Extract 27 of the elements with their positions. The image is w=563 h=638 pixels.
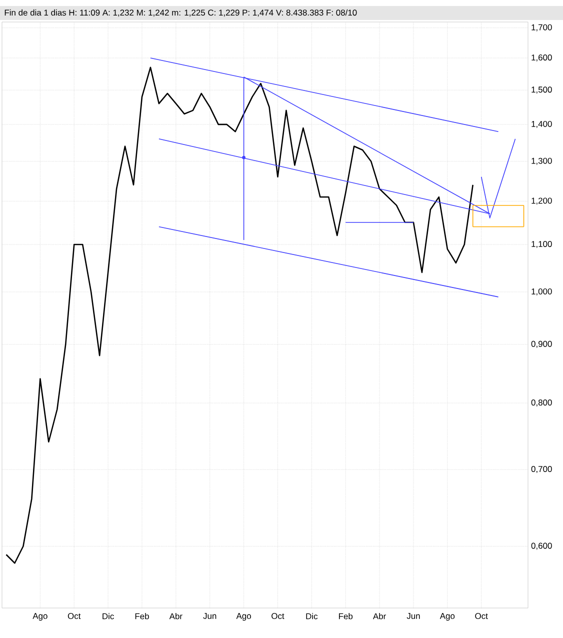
- chart-title: Fin de dia 1 dias H: 11:09 A: 1,232 M: 1,242 m: 1,225 C: 1,229 P: 1,474 V: 8.438.383 F: 08/10: [4, 9, 357, 17]
- x-tick-label: Ago: [236, 613, 251, 621]
- x-tick-label: Oct: [272, 613, 284, 620]
- x-tick-label: Ago: [440, 613, 455, 621]
- y-tick-label: 0,700: [531, 466, 552, 474]
- y-tick-label: 1,500: [532, 86, 552, 94]
- x-tick-label: Jun: [406, 613, 420, 619]
- x-tick-label: Jun: [203, 613, 216, 619]
- y-tick-label: 1,100: [532, 241, 552, 248]
- y-tick-label: 0,900: [531, 340, 552, 348]
- y-tick-label: 0,600: [531, 542, 552, 550]
- y-tick-label: 1,600: [532, 54, 552, 62]
- x-tick-label: Oct: [68, 613, 81, 620]
- y-tick-label: 1,000: [532, 288, 552, 296]
- x-tick-label: Oct: [475, 613, 488, 620]
- x-tick-label: Ago: [32, 613, 48, 621]
- x-tick-label: Dic: [102, 613, 114, 620]
- x-tick-label: Abr: [169, 613, 182, 620]
- y-tick-label: 1,200: [532, 198, 552, 205]
- x-tick-label: Feb: [338, 613, 353, 620]
- y-tick-label: 1,300: [532, 158, 552, 165]
- x-tick-label: Abr: [372, 613, 386, 620]
- y-tick-label: 1,400: [532, 120, 552, 128]
- x-tick-label: Dic: [306, 613, 318, 620]
- x-tick-label: Feb: [135, 613, 149, 620]
- y-tick-label: 1,700: [532, 24, 552, 32]
- y-tick-label: 0,800: [531, 400, 552, 407]
